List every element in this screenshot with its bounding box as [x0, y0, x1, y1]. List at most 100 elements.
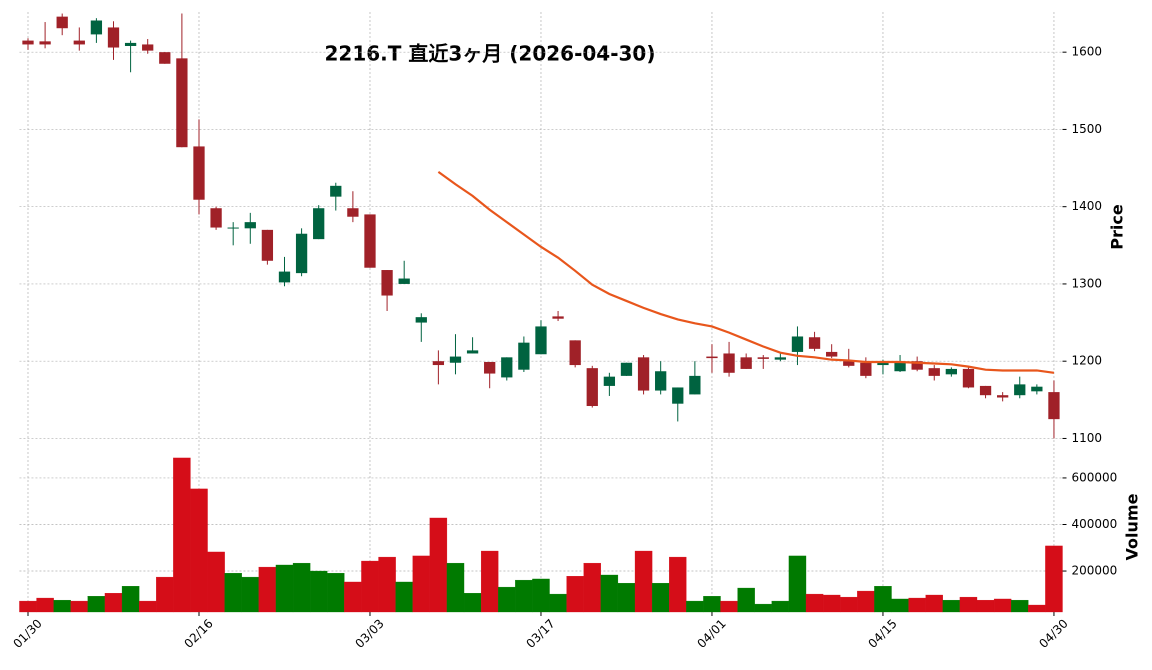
volume-bar	[754, 603, 772, 613]
y-tick-label: 1100	[1072, 431, 1103, 445]
volume-bar	[600, 574, 619, 613]
candle-body	[398, 278, 410, 284]
moving-average-line	[437, 171, 1055, 374]
volume-bar	[993, 598, 1012, 613]
volume-bar	[925, 594, 943, 613]
candle-body	[774, 357, 787, 360]
y-tick-label: 200000	[1072, 564, 1118, 578]
volume-bar	[583, 562, 601, 613]
volume-bar	[840, 596, 858, 613]
chart-title: 2216.T 直近3ヶ月 (2026-04-30)	[325, 42, 656, 66]
candle-body	[877, 361, 889, 366]
candle-body	[740, 357, 752, 369]
volume-bar	[53, 599, 71, 613]
volume-bar	[156, 576, 174, 613]
volume-bar	[1028, 604, 1046, 613]
candle-body	[278, 271, 291, 283]
volume-bar	[874, 586, 892, 613]
candle-body	[415, 317, 427, 323]
candle-body	[176, 58, 188, 148]
volume-bar	[942, 599, 961, 613]
candle-body	[193, 146, 205, 200]
x-tick-label: 03/17	[523, 616, 557, 650]
candle-body	[432, 361, 445, 366]
candle-body	[449, 356, 462, 363]
candle-body	[142, 44, 154, 51]
candle-body	[723, 353, 735, 373]
y-tick-label: 600000	[1072, 470, 1118, 484]
volume-bar	[275, 564, 294, 613]
candle-body	[313, 208, 325, 240]
candle-body	[518, 342, 530, 370]
volume-bar	[686, 600, 704, 613]
candle-body	[56, 16, 68, 29]
volume-bar	[651, 582, 670, 613]
candle-body	[979, 385, 992, 396]
volume-bar	[480, 550, 499, 613]
volume-bar	[309, 570, 328, 613]
volume-bar	[498, 586, 516, 613]
volume-bar	[207, 551, 225, 613]
x-tick-label: 04/15	[865, 616, 899, 650]
candle-body	[1014, 384, 1026, 396]
candle-body	[569, 340, 581, 366]
volume-bar	[566, 576, 584, 613]
candle-body	[22, 40, 34, 45]
volume-bar	[532, 578, 550, 613]
volume-bar	[241, 576, 259, 613]
candle-body	[808, 337, 821, 349]
volume-bar	[908, 597, 926, 613]
candle-body	[826, 351, 838, 357]
volume-bar	[138, 600, 157, 613]
candle-body	[706, 356, 718, 359]
y-tick-label: 1400	[1072, 199, 1103, 213]
x-tick-label: 04/30	[1036, 616, 1070, 650]
volume-bar	[617, 582, 636, 613]
candle-body	[107, 27, 120, 48]
volume-bar	[976, 599, 995, 613]
candle-body	[227, 227, 239, 229]
volume-bar	[378, 556, 396, 613]
candle-body	[620, 362, 633, 376]
candle-body	[911, 361, 923, 370]
candle-body	[860, 362, 872, 376]
candle-body	[73, 40, 85, 45]
candle-body	[637, 357, 650, 391]
y-tick-label: 1500	[1072, 122, 1103, 136]
volume-bar	[121, 586, 140, 613]
candle-body	[261, 229, 274, 261]
candle-body	[364, 214, 376, 268]
candle-body	[1048, 392, 1060, 420]
volume-bar	[822, 594, 841, 613]
x-tick-label: 04/01	[694, 616, 728, 650]
volume-bar	[634, 550, 653, 613]
candle-body	[1031, 386, 1043, 392]
volume-bar	[720, 600, 738, 613]
volume-bar	[19, 600, 37, 613]
candle-body	[586, 368, 598, 407]
candle-body	[295, 233, 308, 274]
y-axis-label: Price	[1108, 204, 1127, 250]
volume-bar	[70, 600, 88, 613]
candle-body	[39, 41, 51, 45]
candle-body	[124, 42, 137, 46]
candle-body	[945, 368, 957, 375]
y-tick-label: 1300	[1072, 276, 1103, 290]
candle-body	[672, 387, 684, 404]
y-tick-label: 400000	[1072, 517, 1118, 531]
volume-bar	[412, 555, 430, 613]
candle-body	[210, 208, 222, 228]
candle-body	[90, 20, 103, 35]
volume-bar	[87, 596, 106, 613]
volume-bar	[36, 597, 54, 613]
volume-bar	[463, 592, 482, 613]
volume-axis-label: Volume	[1123, 493, 1142, 560]
candle-body	[757, 357, 769, 359]
candle-body	[928, 368, 940, 376]
candle-body	[603, 376, 616, 386]
candle-body	[484, 361, 496, 374]
candle-body	[997, 395, 1009, 398]
candle-body	[894, 362, 906, 372]
candle-body	[689, 375, 701, 395]
candle-body	[843, 361, 855, 366]
